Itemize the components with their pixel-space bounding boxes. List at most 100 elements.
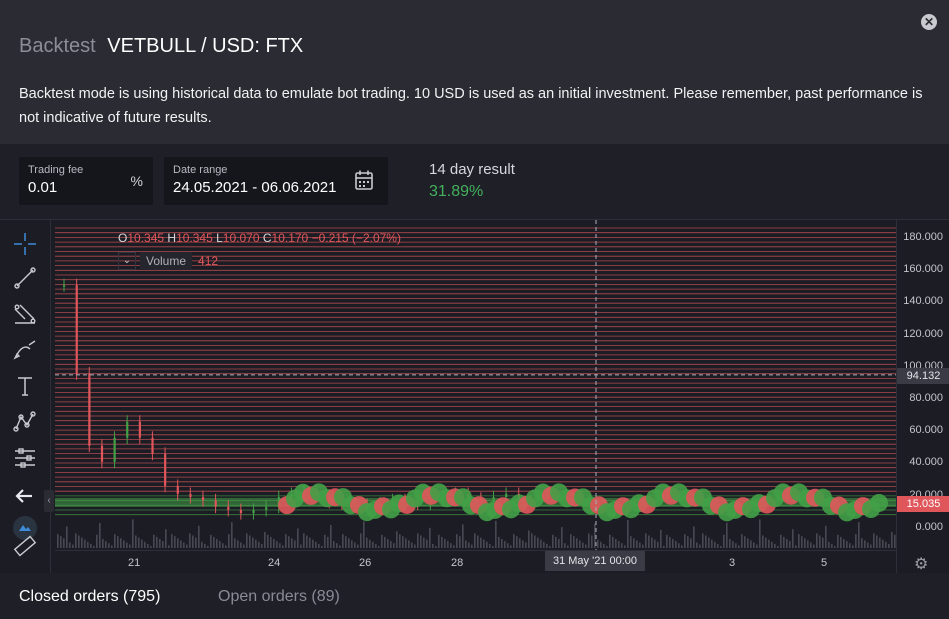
volume-bar [483, 539, 485, 548]
volume-bar [156, 536, 158, 548]
volume-bar [801, 536, 803, 548]
volume-bar [618, 541, 620, 548]
volume-label: Volume [140, 252, 193, 270]
price-chart[interactable]: ‹ O10.345 H10.345 L10.070 C10.170 −0.215… [0, 219, 949, 574]
volume-bar [387, 539, 389, 548]
close-button[interactable]: ✕ [921, 14, 937, 30]
volume-bar [378, 546, 380, 548]
tab-open-orders[interactable]: Open orders (89) [218, 588, 340, 605]
volume-bar [429, 527, 431, 548]
volume-bar [138, 537, 140, 548]
volume-bar [321, 546, 323, 548]
drawing-toolbar: ‹ [0, 220, 54, 574]
volume-bar [237, 540, 239, 548]
volume-bar [600, 541, 602, 548]
text-tool-icon[interactable] [10, 372, 40, 400]
volume-bar [123, 540, 125, 548]
volume-bar [426, 539, 428, 548]
volume-bar [444, 539, 446, 548]
volume-bar [420, 535, 422, 548]
cloud-icon[interactable] [10, 514, 40, 542]
gear-icon[interactable]: ⚙ [914, 556, 929, 573]
volume-bar [258, 541, 260, 548]
volume-bar [438, 534, 440, 548]
candle-body [113, 437, 116, 462]
volume-bar [888, 543, 890, 548]
volume-bar [300, 544, 302, 548]
volume-bar [354, 542, 356, 548]
volume-bar [633, 538, 635, 548]
volume-bar [540, 539, 542, 548]
volume-bar [810, 542, 812, 548]
volume-bar [297, 528, 299, 548]
ruler-icon[interactable] [10, 532, 40, 560]
volume-bar [867, 542, 869, 548]
fib-tool-icon[interactable] [10, 300, 40, 328]
volume-bar [471, 544, 473, 548]
chevron-down-icon[interactable]: ⌄ [118, 252, 136, 270]
volume-bar [456, 534, 458, 548]
date-range-value[interactable]: 24.05.2021 - 06.06.2021 [173, 179, 337, 196]
volume-bar [87, 541, 89, 548]
pattern-tool-icon[interactable] [10, 408, 40, 436]
change-value: −0.215 (−2.07%) [311, 231, 401, 245]
calendar-icon[interactable] [354, 169, 374, 191]
volume-bar [327, 536, 329, 548]
volume-bar [447, 541, 449, 548]
volume-bar [855, 534, 857, 548]
measure-tool-icon[interactable] [10, 444, 40, 472]
volume-bar [462, 524, 464, 548]
y-tick-label: 120.000 [903, 327, 943, 340]
price-axis[interactable]: 180.000 160.000 140.000 120.000 100.000 80.00… [896, 220, 949, 574]
crosshair-icon[interactable] [10, 230, 40, 258]
volume-bar [243, 544, 245, 548]
volume-bar [198, 525, 200, 548]
volume-bar [99, 522, 101, 548]
volume-bar [771, 541, 773, 548]
modal-title: Backtest VETBULL / USD: FTX [19, 35, 303, 58]
plot-area[interactable]: O10.345 H10.345 L10.070 C10.170 −0.215 (… [55, 220, 896, 550]
tab-closed-orders[interactable]: Closed orders (795) [19, 588, 161, 605]
volume-bar [777, 546, 779, 548]
trendline-icon[interactable] [10, 264, 40, 292]
volume-bar [363, 521, 365, 548]
trading-fee-value[interactable]: 0.01 [28, 179, 58, 196]
high-value: 10.345 [176, 231, 213, 245]
date-range-field[interactable]: Date range 24.05.2021 - 06.06.2021 [164, 157, 388, 205]
volume-bar [69, 542, 71, 548]
low-label: L [216, 231, 223, 245]
volume-bar [849, 543, 851, 548]
arrow-left-icon[interactable] [10, 482, 40, 510]
volume-bar [402, 536, 404, 548]
x-tick-label: 3 [729, 557, 736, 569]
time-axis[interactable]: 21 24 26 28 3 5 31 May '21 00:00 [55, 550, 896, 574]
volume-bar [681, 545, 683, 548]
volume-bar [789, 541, 791, 548]
volume-bar [84, 539, 86, 548]
volume-bar [393, 543, 395, 548]
volume-bar [510, 545, 512, 548]
volume-bar [336, 543, 338, 548]
volume-bar [495, 520, 497, 548]
volume-bar [750, 540, 752, 548]
volume-bar [150, 546, 152, 548]
result-value: 31.89% [429, 183, 484, 200]
volume-bar [108, 543, 110, 548]
volume-bar [330, 525, 332, 548]
candle-body [189, 493, 192, 498]
brush-icon[interactable] [10, 336, 40, 364]
toolbar-collapse-button[interactable]: ‹ [44, 490, 54, 512]
trading-fee-field[interactable]: Trading fee 0.01 % [19, 157, 153, 205]
volume-bar [399, 534, 401, 548]
volume-bar [240, 542, 242, 548]
volume-bar [747, 538, 749, 548]
volume-bar [231, 522, 233, 548]
volume-bar [204, 543, 206, 548]
volume-bar [831, 543, 833, 548]
candle-body [252, 509, 255, 514]
description-text: Backtest mode is using historical data t… [19, 86, 923, 126]
volume-bar [117, 536, 119, 548]
volume-bar [288, 536, 290, 548]
volume-bar [468, 542, 470, 548]
